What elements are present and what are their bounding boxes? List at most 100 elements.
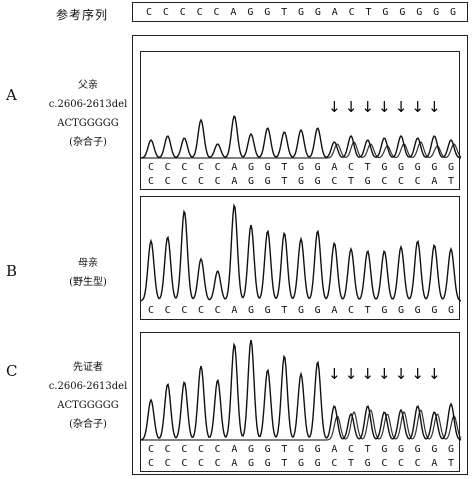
base-call: C bbox=[197, 176, 205, 187]
base-call: G bbox=[431, 162, 438, 173]
base-call: C bbox=[147, 444, 155, 455]
down-arrow-icon: ↓ bbox=[328, 98, 341, 116]
base-call: C bbox=[214, 176, 221, 187]
base-call: C bbox=[414, 176, 421, 187]
down-arrow-icon: ↓ bbox=[345, 98, 358, 116]
base-call: G bbox=[264, 458, 271, 469]
base-call: G bbox=[264, 305, 271, 316]
base-call: C bbox=[196, 7, 203, 18]
base-call: G bbox=[381, 162, 388, 173]
base-call: C bbox=[347, 444, 355, 455]
base-call: T bbox=[281, 7, 288, 18]
base-call: G bbox=[399, 7, 406, 18]
down-arrow-icon: ↓ bbox=[395, 98, 408, 116]
base-call: C bbox=[181, 162, 188, 173]
panel-a-letter: A bbox=[6, 86, 17, 104]
base-call: G bbox=[414, 305, 421, 316]
down-arrow-icon: ↓ bbox=[411, 365, 424, 383]
trace-line bbox=[140, 339, 462, 441]
trace-a: ↓ ↓ ↓ ↓ ↓ ↓ ↓ bbox=[140, 98, 462, 159]
base-call: A bbox=[231, 305, 238, 316]
base-call: G bbox=[264, 444, 271, 455]
down-arrow-icon: ↓ bbox=[428, 98, 441, 116]
panel-c-letter: C bbox=[6, 362, 18, 380]
base-call: A bbox=[331, 7, 338, 18]
base-call: C bbox=[347, 305, 355, 316]
down-arrow-icon: ↓ bbox=[361, 365, 374, 383]
base-call: G bbox=[431, 305, 438, 316]
base-call: A bbox=[231, 162, 238, 173]
base-call: G bbox=[314, 7, 321, 18]
base-call: G bbox=[297, 444, 305, 455]
base-call: G bbox=[314, 458, 321, 469]
down-arrow-icon: ↓ bbox=[328, 365, 341, 383]
base-call: T bbox=[281, 162, 288, 173]
base-call: C bbox=[331, 176, 338, 187]
reference-label: 参考序列 bbox=[56, 8, 109, 22]
base-call: A bbox=[331, 305, 338, 316]
base-call: G bbox=[247, 305, 255, 316]
panel-c-labels: 先证者 c.2606-2613del ACTGGGGG (杂合子) bbox=[40, 358, 136, 434]
base-call: C bbox=[197, 305, 205, 316]
base-call: C bbox=[197, 444, 205, 455]
base-call: G bbox=[314, 162, 321, 173]
base-call: C bbox=[147, 458, 155, 469]
base-call: G bbox=[247, 7, 254, 18]
base-call: C bbox=[197, 162, 205, 173]
base-call: T bbox=[364, 444, 371, 455]
base-call: A bbox=[431, 458, 438, 469]
base-call: G bbox=[247, 176, 255, 187]
panel-a-deleted-seq: ACTGGGGG bbox=[57, 118, 119, 129]
down-arrow-icon: ↓ bbox=[411, 98, 424, 116]
base-call: G bbox=[397, 162, 405, 173]
base-call: G bbox=[416, 7, 423, 18]
trace-line-secondary bbox=[141, 409, 462, 441]
base-call: G bbox=[297, 305, 305, 316]
base-call: C bbox=[181, 444, 188, 455]
base-call: C bbox=[181, 176, 188, 187]
base-call: G bbox=[314, 305, 321, 316]
base-call: G bbox=[314, 176, 321, 187]
base-call: G bbox=[264, 162, 271, 173]
panel-a-variant: c.2606-2613del bbox=[48, 99, 128, 110]
base-call: G bbox=[382, 7, 389, 18]
panel-b-note: (野生型) bbox=[69, 277, 107, 288]
base-call: C bbox=[147, 176, 155, 187]
trace-c: ↓ ↓ ↓ ↓ ↓ ↓ ↓ bbox=[140, 339, 462, 441]
base-call: G bbox=[447, 305, 455, 316]
base-call: A bbox=[231, 458, 238, 469]
panel-c-title: 先证者 bbox=[73, 362, 103, 373]
down-arrow-icon: ↓ bbox=[395, 365, 408, 383]
base-call: C bbox=[179, 7, 186, 18]
panel-c-deleted-seq: ACTGGGGG bbox=[57, 400, 119, 411]
base-call: C bbox=[214, 305, 221, 316]
trace-b bbox=[140, 203, 462, 302]
base-call: C bbox=[214, 444, 221, 455]
panel-c-note: (杂合子) bbox=[69, 419, 107, 430]
base-call: A bbox=[331, 444, 338, 455]
base-call: A bbox=[230, 7, 237, 18]
base-call: C bbox=[162, 7, 169, 18]
base-call: G bbox=[431, 444, 438, 455]
base-call: C bbox=[164, 444, 171, 455]
base-call: C bbox=[213, 7, 220, 18]
base-call: G bbox=[247, 458, 255, 469]
base-call: G bbox=[297, 7, 305, 18]
base-call: G bbox=[314, 444, 321, 455]
base-call: T bbox=[281, 444, 288, 455]
base-call: T bbox=[281, 176, 288, 187]
base-call: T bbox=[364, 305, 371, 316]
base-call: C bbox=[197, 458, 205, 469]
panel-c-variant: c.2606-2613del bbox=[48, 381, 128, 392]
base-call: A bbox=[431, 176, 438, 187]
down-arrow-icon: ↓ bbox=[361, 98, 374, 116]
base-call: C bbox=[164, 176, 171, 187]
base-call: C bbox=[381, 458, 388, 469]
base-call: G bbox=[381, 305, 388, 316]
base-call: C bbox=[214, 162, 221, 173]
panel-a-title: 父亲 bbox=[78, 80, 98, 91]
